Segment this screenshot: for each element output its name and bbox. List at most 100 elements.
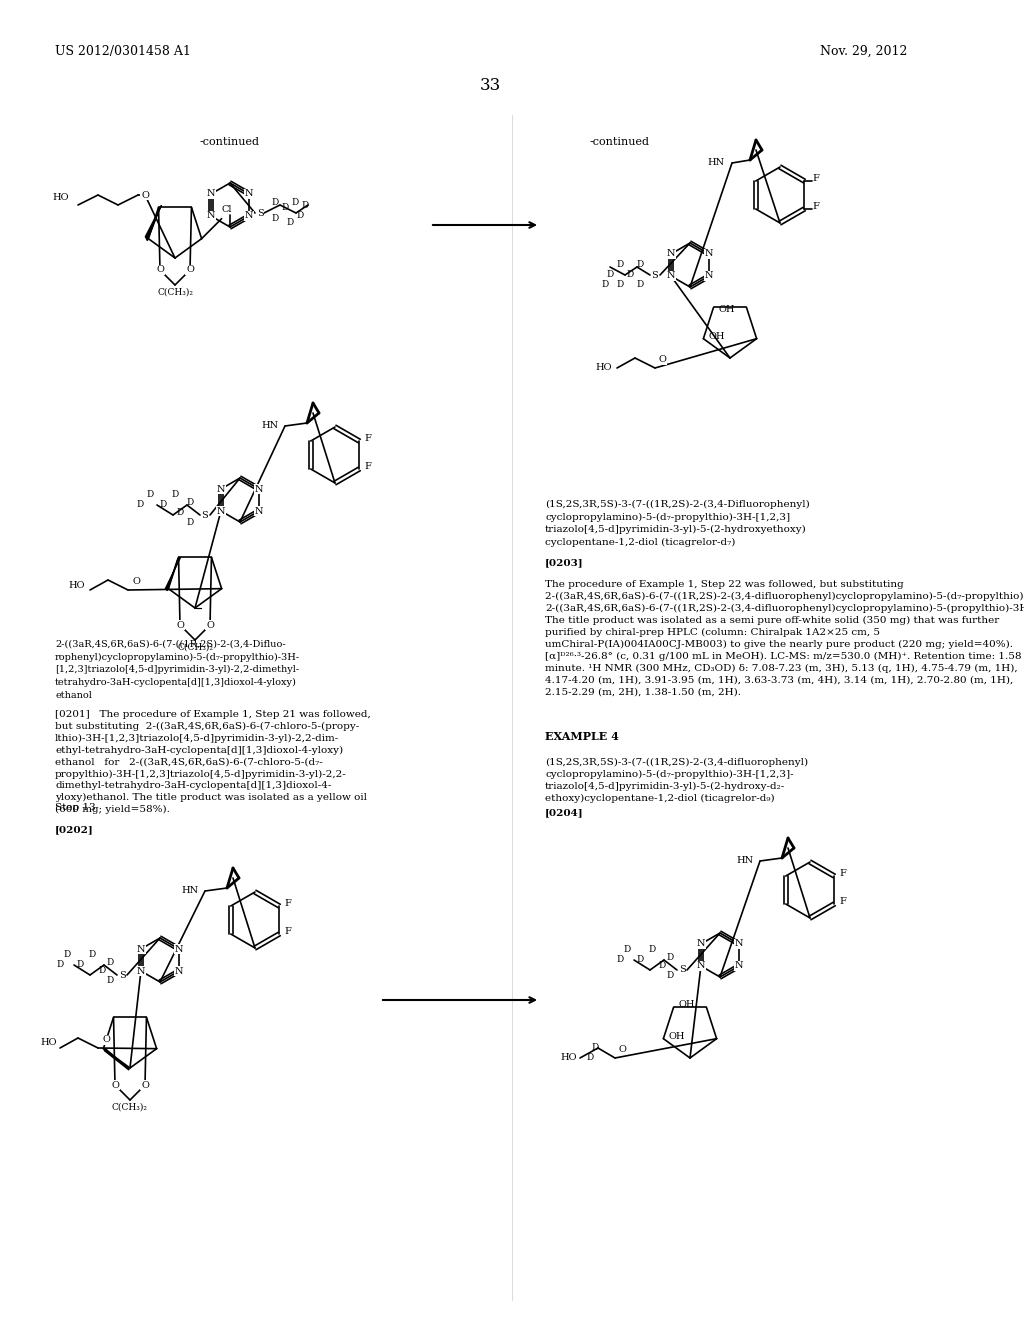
Text: N: N	[136, 945, 145, 953]
Text: F: F	[285, 899, 291, 908]
Text: OH: OH	[709, 331, 725, 341]
Text: D: D	[98, 966, 105, 975]
Text: EXAMPLE 4: EXAMPLE 4	[545, 731, 618, 742]
Text: D: D	[616, 280, 624, 289]
Text: N: N	[705, 272, 714, 281]
Text: D: D	[301, 201, 308, 210]
Text: C(CH₃)₂: C(CH₃)₂	[157, 288, 193, 297]
Text: D: D	[636, 280, 644, 289]
Text: N: N	[207, 211, 215, 220]
Polygon shape	[145, 206, 162, 240]
Text: D: D	[63, 950, 71, 960]
Text: D: D	[648, 945, 655, 954]
Text: US 2012/0301458 A1: US 2012/0301458 A1	[55, 45, 190, 58]
Text: F: F	[840, 898, 846, 906]
Text: D: D	[627, 271, 634, 279]
Text: C(CH₃)₂: C(CH₃)₂	[177, 643, 213, 652]
Text: O: O	[618, 1045, 626, 1055]
Text: D: D	[171, 490, 178, 499]
Text: D: D	[186, 517, 194, 527]
Text: The procedure of Example 1, Step 22 was followed, but substituting 2-((3aR,4S,6R: The procedure of Example 1, Step 22 was …	[545, 579, 1024, 697]
Text: 33: 33	[479, 77, 501, 94]
Text: (1S,2S,3R,5S)-3-(7-((1R,2S)-2-(3,4-difluorophenyl)
cyclopropylamino)-5-(d₇-propy: (1S,2S,3R,5S)-3-(7-((1R,2S)-2-(3,4-diflu…	[545, 758, 808, 803]
Text: D: D	[186, 498, 194, 507]
Text: N: N	[696, 961, 706, 970]
Text: F: F	[285, 927, 291, 936]
Text: D: D	[136, 500, 143, 510]
Text: O: O	[206, 620, 214, 630]
Text: S: S	[679, 965, 685, 974]
Text: N: N	[735, 940, 743, 949]
Text: D: D	[296, 211, 304, 220]
Text: D: D	[271, 198, 279, 207]
Text: N: N	[217, 484, 225, 494]
Text: D: D	[606, 271, 613, 279]
Text: (1S,2S,3R,5S)-3-(7-((1R,2S)-2-(3,4-Difluorophenyl)
cyclopropylamino)-5-(d₇-propy: (1S,2S,3R,5S)-3-(7-((1R,2S)-2-(3,4-Diflu…	[545, 500, 810, 548]
Text: HN: HN	[737, 855, 754, 865]
Text: D: D	[88, 950, 95, 960]
Text: OH: OH	[669, 1032, 685, 1040]
Text: D: D	[636, 954, 644, 964]
Text: D: D	[587, 1053, 594, 1063]
Text: O: O	[132, 578, 140, 586]
Text: N: N	[667, 249, 675, 259]
Text: F: F	[812, 174, 819, 183]
Text: O: O	[658, 355, 666, 364]
Text: D: D	[667, 953, 674, 962]
Text: D: D	[271, 214, 279, 223]
Text: O: O	[141, 190, 148, 199]
Text: D: D	[106, 975, 114, 985]
Text: N: N	[255, 507, 263, 516]
Polygon shape	[165, 557, 180, 590]
Text: Nov. 29, 2012: Nov. 29, 2012	[820, 45, 907, 58]
Text: O: O	[176, 620, 184, 630]
Text: D: D	[601, 280, 608, 289]
Text: D: D	[616, 260, 624, 269]
Text: S: S	[651, 271, 658, 280]
Text: D: D	[592, 1043, 599, 1052]
Text: D: D	[160, 500, 167, 510]
Text: N: N	[175, 945, 183, 953]
Text: HO: HO	[560, 1053, 577, 1063]
Text: D: D	[292, 198, 299, 207]
Text: 2-((3aR,4S,6R,6aS)-6-(7-((1R,2S)-2-(3,4-Difluo-
rophenyl)cyclopropylamino)-5-(d₇: 2-((3aR,4S,6R,6aS)-6-(7-((1R,2S)-2-(3,4-…	[55, 640, 300, 700]
Text: S: S	[119, 970, 125, 979]
Text: D: D	[624, 945, 631, 954]
Text: D: D	[56, 960, 63, 969]
Text: [0202]: [0202]	[55, 825, 94, 834]
Text: -continued: -continued	[590, 137, 650, 147]
Text: F: F	[365, 462, 371, 471]
Text: S: S	[257, 209, 263, 218]
Text: HO: HO	[52, 193, 69, 202]
Text: HO: HO	[595, 363, 611, 372]
Text: O: O	[186, 265, 194, 275]
Text: D: D	[616, 954, 624, 964]
Text: D: D	[282, 203, 289, 213]
Text: HN: HN	[262, 421, 279, 430]
Text: O: O	[111, 1081, 119, 1089]
Text: D: D	[667, 972, 674, 979]
Text: N: N	[136, 966, 145, 975]
Text: D: D	[287, 218, 294, 227]
Text: F: F	[840, 869, 846, 878]
Text: N: N	[255, 484, 263, 494]
Text: N: N	[245, 190, 253, 198]
Text: HN: HN	[708, 158, 725, 168]
Text: D: D	[176, 508, 183, 517]
Text: N: N	[667, 272, 675, 281]
Text: N: N	[735, 961, 743, 970]
Text: O: O	[102, 1035, 110, 1044]
Text: D: D	[106, 958, 114, 968]
Text: N: N	[207, 190, 215, 198]
Text: F: F	[365, 434, 371, 444]
Text: S: S	[202, 511, 208, 520]
Text: F: F	[812, 202, 819, 211]
Text: D: D	[658, 961, 666, 970]
Text: N: N	[245, 211, 253, 220]
Text: D: D	[636, 260, 644, 269]
Text: HO: HO	[40, 1038, 56, 1047]
Text: D: D	[146, 490, 154, 499]
Text: OH: OH	[679, 1001, 695, 1010]
Text: N: N	[705, 249, 714, 259]
Text: [0203]: [0203]	[545, 558, 584, 568]
